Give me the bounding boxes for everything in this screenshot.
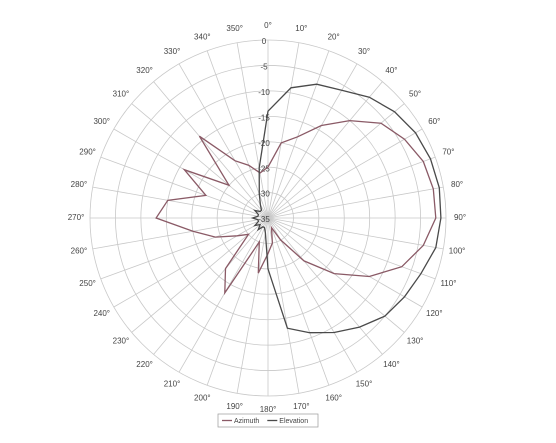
angle-label: 290° <box>79 147 96 156</box>
spoke <box>267 156 436 219</box>
angle-label: 180° <box>260 405 277 414</box>
angle-label: 220° <box>136 360 153 369</box>
spoke <box>267 186 444 219</box>
legend-label: Azimuth <box>234 418 259 425</box>
series-line <box>155 119 437 296</box>
spoke <box>206 217 269 386</box>
angle-label: 100° <box>449 246 466 255</box>
angle-label: 110° <box>440 279 456 288</box>
angle-label: 170° <box>293 402 310 411</box>
angle-label: 50° <box>409 90 421 99</box>
angle-label: 240° <box>93 309 110 318</box>
r-tick-label: -15 <box>258 113 270 122</box>
spoke <box>267 63 358 219</box>
angle-label: 190° <box>226 402 243 411</box>
spoke <box>267 81 383 219</box>
spoke <box>92 217 269 250</box>
angle-label: 60° <box>428 117 440 126</box>
spoke <box>267 217 436 280</box>
spoke <box>267 217 405 333</box>
angle-label: 330° <box>164 47 181 56</box>
angle-label: 200° <box>194 394 211 403</box>
spoke <box>267 217 358 373</box>
spoke <box>267 217 423 308</box>
spoke <box>92 186 269 219</box>
legend-label: Elevation <box>279 418 308 425</box>
r-tick-label: -35 <box>258 215 270 224</box>
spoke <box>267 128 423 219</box>
angle-label: 80° <box>451 180 463 189</box>
spoke <box>113 128 269 219</box>
angle-label: 10° <box>295 24 307 33</box>
spoke <box>267 217 330 386</box>
spoke <box>267 50 330 219</box>
r-tick-label: -20 <box>258 139 270 148</box>
spoke <box>236 217 269 394</box>
spoke <box>267 42 300 219</box>
r-tick-label: -25 <box>258 164 270 173</box>
spoke <box>267 217 444 250</box>
r-tick-label: -10 <box>258 88 270 97</box>
angle-label: 280° <box>71 180 88 189</box>
angle-label: 30° <box>358 47 370 56</box>
angle-label: 350° <box>226 24 243 33</box>
angle-label: 160° <box>325 394 342 403</box>
spoke <box>178 63 269 219</box>
angle-label: 40° <box>385 66 397 75</box>
spoke <box>131 217 269 333</box>
angle-label: 150° <box>356 379 373 388</box>
spoke <box>236 42 269 219</box>
series-line <box>250 83 442 334</box>
spoke <box>153 81 269 219</box>
angle-label: 300° <box>93 117 110 126</box>
angle-label: 310° <box>113 90 130 99</box>
angle-label: 260° <box>71 246 88 255</box>
spoke <box>267 217 300 394</box>
angle-label: 320° <box>136 66 153 75</box>
spoke <box>267 103 405 219</box>
r-tick-label: 0 <box>262 37 267 46</box>
spoke <box>206 50 269 219</box>
spoke <box>100 156 269 219</box>
spoke <box>267 217 383 355</box>
angle-label: 140° <box>383 360 400 369</box>
angle-label: 130° <box>407 337 424 346</box>
angle-label: 120° <box>426 309 443 318</box>
angle-label: 230° <box>113 337 130 346</box>
spoke <box>131 103 269 219</box>
angle-label: 340° <box>194 33 211 42</box>
spoke <box>153 217 269 355</box>
spoke <box>178 217 269 373</box>
angle-label: 20° <box>328 33 340 42</box>
r-tick-label: -5 <box>260 63 268 72</box>
angle-label: 210° <box>164 379 181 388</box>
angle-label: 0° <box>264 21 272 30</box>
angle-label: 70° <box>442 147 454 156</box>
spoke <box>113 217 269 308</box>
legend: Azimuth Elevation <box>217 413 319 428</box>
angle-label: 250° <box>79 279 96 288</box>
spoke <box>100 217 269 280</box>
angle-label: 270° <box>68 213 85 222</box>
r-tick-label: -30 <box>258 190 270 199</box>
angle-label: 90° <box>454 213 466 222</box>
